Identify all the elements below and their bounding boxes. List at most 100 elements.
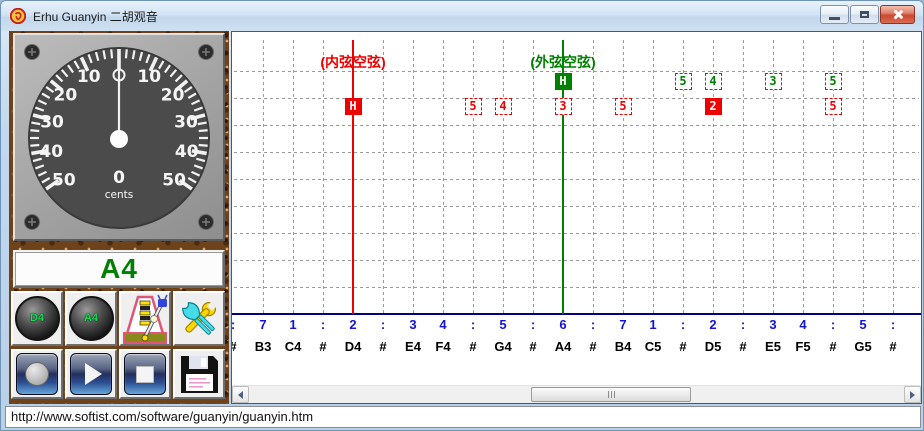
record-button[interactable] — [11, 349, 63, 399]
grid-line-vertical — [773, 40, 774, 313]
thumb-grip-icon — [610, 391, 612, 398]
gauge-number: 40 — [39, 142, 63, 162]
gauge-tick — [174, 74, 183, 83]
maximize-icon — [860, 11, 869, 18]
gauge-number: 50 — [52, 171, 76, 191]
gauge-tick — [169, 69, 178, 78]
gauge-tick — [178, 178, 193, 191]
grid-line-horizontal — [234, 287, 919, 288]
solfege-label: 2 — [349, 317, 357, 332]
cents-gauge: 10 10 20 20 30 30 40 40 50 50 0 cents — [13, 33, 225, 241]
minimize-button[interactable] — [820, 5, 849, 24]
gauge-tick — [41, 177, 51, 184]
metronome-button[interactable] — [119, 291, 171, 346]
play-outer-string-button[interactable]: A4 — [65, 291, 117, 346]
gauge-tick — [110, 49, 114, 59]
inner-string-label: (内弦空弦) — [320, 54, 386, 70]
grid-line-horizontal — [234, 260, 919, 261]
gauge-tick — [87, 53, 93, 64]
left-arrow-icon — [238, 390, 243, 399]
stop-button[interactable] — [119, 349, 171, 399]
grid-line-vertical — [623, 40, 624, 313]
tools-button[interactable] — [173, 291, 225, 346]
metronome-icon — [123, 294, 168, 344]
maximize-button[interactable] — [850, 5, 879, 24]
gauge-tick — [190, 113, 206, 121]
note-name-label: # — [679, 339, 687, 354]
note-name-label: F5 — [795, 339, 811, 354]
play-inner-string-button[interactable]: D4 — [11, 291, 63, 346]
minimize-icon — [829, 17, 840, 20]
fingering-marker: 5 — [674, 73, 692, 90]
grid-line-horizontal — [234, 98, 919, 99]
gauge-tick — [198, 143, 208, 147]
solfege-label: 7 — [259, 317, 267, 332]
gauge-tick — [79, 56, 90, 72]
horizontal-scrollbar[interactable] — [232, 385, 921, 403]
solfege-label: 1 — [649, 317, 657, 332]
note-name-label: G5 — [854, 339, 872, 354]
scale-baseline — [232, 313, 921, 315]
note-name-label: C5 — [644, 339, 662, 354]
gauge-tick — [73, 60, 80, 70]
close-button[interactable] — [880, 5, 915, 24]
gauge-tick — [30, 143, 40, 147]
gauge-tick — [32, 157, 43, 163]
close-icon — [892, 9, 903, 20]
save-button[interactable] — [173, 349, 225, 399]
grid-line-horizontal — [234, 233, 919, 234]
scroll-right-button[interactable] — [904, 386, 921, 403]
note-name-label: # — [529, 339, 537, 354]
gauge-tick — [32, 113, 48, 121]
gauge-tick — [102, 50, 107, 60]
note-name-label: D4 — [344, 339, 362, 354]
grid-line-vertical — [713, 40, 714, 313]
gauge-tick — [60, 69, 69, 78]
fingering-marker: 3 — [554, 98, 572, 115]
gauge-tick — [198, 129, 208, 133]
gauge-tick — [145, 53, 151, 64]
fingering-marker: 5 — [614, 98, 632, 115]
grid-line-vertical — [323, 40, 324, 313]
gauge-number: 20 — [161, 86, 185, 106]
cents-unit-label: cents — [105, 189, 133, 201]
gauge-tick — [45, 86, 55, 94]
grid-line-vertical — [833, 40, 834, 313]
grid-line-vertical — [593, 40, 594, 313]
title-bar[interactable]: Erhu Guanyin 二胡观音 — [1, 1, 923, 31]
grid-line-horizontal — [234, 152, 919, 153]
status-url: http://www.softist.com/software/guanyin/… — [11, 409, 314, 424]
note-name-label: # — [469, 339, 477, 354]
note-name-label: # — [829, 339, 837, 354]
grid-line-vertical — [533, 40, 534, 313]
solfege-label: : — [380, 317, 386, 332]
scroll-left-button[interactable] — [232, 386, 249, 403]
play-button[interactable] — [65, 349, 117, 399]
gauge-tick — [31, 149, 47, 156]
gauge-tick — [195, 157, 206, 163]
solfege-label: : — [470, 317, 476, 332]
gauge-tick — [45, 178, 60, 191]
scrollbar-thumb[interactable] — [531, 387, 691, 402]
right-arrow-icon — [910, 390, 915, 399]
window-controls — [820, 5, 915, 25]
gauge-tick — [34, 164, 45, 170]
status-bar: http://www.softist.com/software/guanyin/… — [5, 406, 921, 428]
gauge-pivot — [110, 130, 128, 148]
gauge-tick — [67, 64, 75, 74]
grid-line-vertical — [413, 40, 414, 313]
note-name-label: F4 — [435, 339, 451, 354]
grid-line-horizontal — [234, 179, 919, 180]
fingering-marker: 4 — [494, 98, 512, 115]
chart-body: (内弦空弦) (外弦空弦) H5435H543525:#7B31C4:#2D4:… — [232, 32, 921, 403]
inner-string-note-label: D4 — [29, 312, 45, 324]
solfege-label: 4 — [439, 317, 447, 332]
grid-line-vertical — [503, 40, 504, 313]
fingering-marker: 3 — [764, 73, 782, 90]
solfege-label: 7 — [619, 317, 627, 332]
gauge-tick — [158, 60, 165, 70]
grid-line-vertical — [863, 40, 864, 313]
gauge-tick — [174, 79, 189, 92]
fingering-marker: 5 — [464, 98, 482, 115]
note-name-label: # — [319, 339, 327, 354]
